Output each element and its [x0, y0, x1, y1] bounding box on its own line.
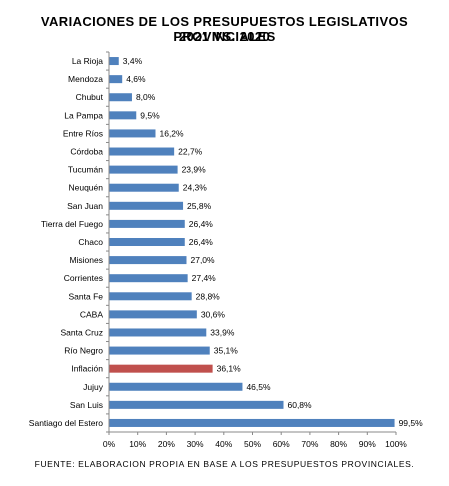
x-tick-label: 40%: [215, 439, 232, 449]
data-label: 27,4%: [192, 273, 217, 283]
category-label: Chubut: [76, 92, 104, 102]
category-label: CABA: [80, 309, 103, 319]
data-label: 30,6%: [201, 309, 226, 319]
bar: [109, 292, 192, 301]
bar: [109, 129, 156, 138]
x-tick-label: 0%: [103, 439, 116, 449]
data-label: 16,2%: [159, 128, 184, 138]
chart-title: VARIACIONES DE LOS PRESUPUESTOS LEGISLAT…: [40, 14, 409, 44]
data-label: 22,7%: [178, 147, 203, 157]
data-label: 3,4%: [123, 56, 143, 66]
x-tick-label: 90%: [359, 439, 376, 449]
bar: [109, 201, 184, 210]
data-label: 46,5%: [246, 382, 271, 392]
category-label: Neuquén: [68, 183, 103, 193]
category-label: Inflación: [71, 364, 103, 374]
bar: [109, 219, 185, 228]
data-label: 36,1%: [217, 364, 242, 374]
bar: [109, 418, 395, 427]
data-label: 26,4%: [189, 237, 214, 247]
data-label: 9,5%: [140, 110, 160, 120]
data-label: 35,1%: [214, 346, 239, 356]
data-label: 99,5%: [399, 418, 424, 428]
category-label: Córdoba: [70, 147, 103, 157]
bar: [109, 75, 123, 84]
bar: [109, 165, 178, 174]
bar: [109, 256, 187, 265]
category-label: Corrientes: [64, 273, 103, 283]
category-label: Tucumán: [68, 165, 103, 175]
data-label: 28,8%: [196, 291, 221, 301]
chart-subtitle: 2021 VS. 2020: [178, 29, 271, 44]
category-label: Santa Cruz: [60, 327, 103, 337]
data-label: 25,8%: [187, 201, 212, 211]
category-label: Chaco: [78, 237, 103, 247]
bar: [109, 346, 210, 355]
bar: [109, 400, 284, 409]
bar: [109, 147, 175, 156]
data-label: 26,4%: [189, 219, 214, 229]
category-label: Mendoza: [68, 74, 103, 84]
source-note: FUENTE: ELABORACION PROPIA EN BASE A LOS…: [34, 459, 415, 469]
category-label: La Rioja: [72, 56, 103, 66]
data-label: 23,9%: [182, 165, 207, 175]
data-label: 24,3%: [183, 183, 208, 193]
x-tick-label: 70%: [301, 439, 318, 449]
category-label: La Pampa: [64, 110, 103, 120]
bar: [109, 274, 188, 283]
bar: [109, 183, 179, 192]
category-label: Santa Fe: [69, 291, 104, 301]
bar: [109, 111, 137, 120]
bar: [109, 93, 132, 102]
bar: [109, 57, 119, 66]
category-label: Misiones: [69, 255, 103, 265]
x-tick-label: 10%: [129, 439, 146, 449]
bar: [109, 310, 197, 319]
x-tick-label: 60%: [273, 439, 290, 449]
category-label: San Luis: [70, 400, 103, 410]
bar: [109, 364, 213, 373]
data-label: 60,8%: [287, 400, 312, 410]
bar: [109, 238, 185, 246]
x-tick-label: 50%: [244, 439, 261, 449]
x-tick-label: 100%: [385, 439, 407, 449]
category-label: Río Negro: [64, 346, 103, 356]
bar: [109, 328, 207, 337]
category-label: Jujuy: [83, 382, 104, 392]
category-label: Santiago del Estero: [29, 418, 103, 428]
data-label: 8,0%: [136, 92, 156, 102]
data-label: 4,6%: [126, 74, 146, 84]
bar: [109, 382, 243, 391]
data-label: 27,0%: [190, 255, 215, 265]
category-label: Entre Ríos: [63, 128, 103, 138]
x-tick-label: 80%: [330, 439, 347, 449]
category-label: Tierra del Fuego: [41, 219, 103, 229]
x-tick-label: 20%: [158, 439, 175, 449]
category-label: San Juan: [67, 201, 103, 211]
x-tick-label: 30%: [187, 439, 204, 449]
data-label: 33,9%: [210, 327, 235, 337]
